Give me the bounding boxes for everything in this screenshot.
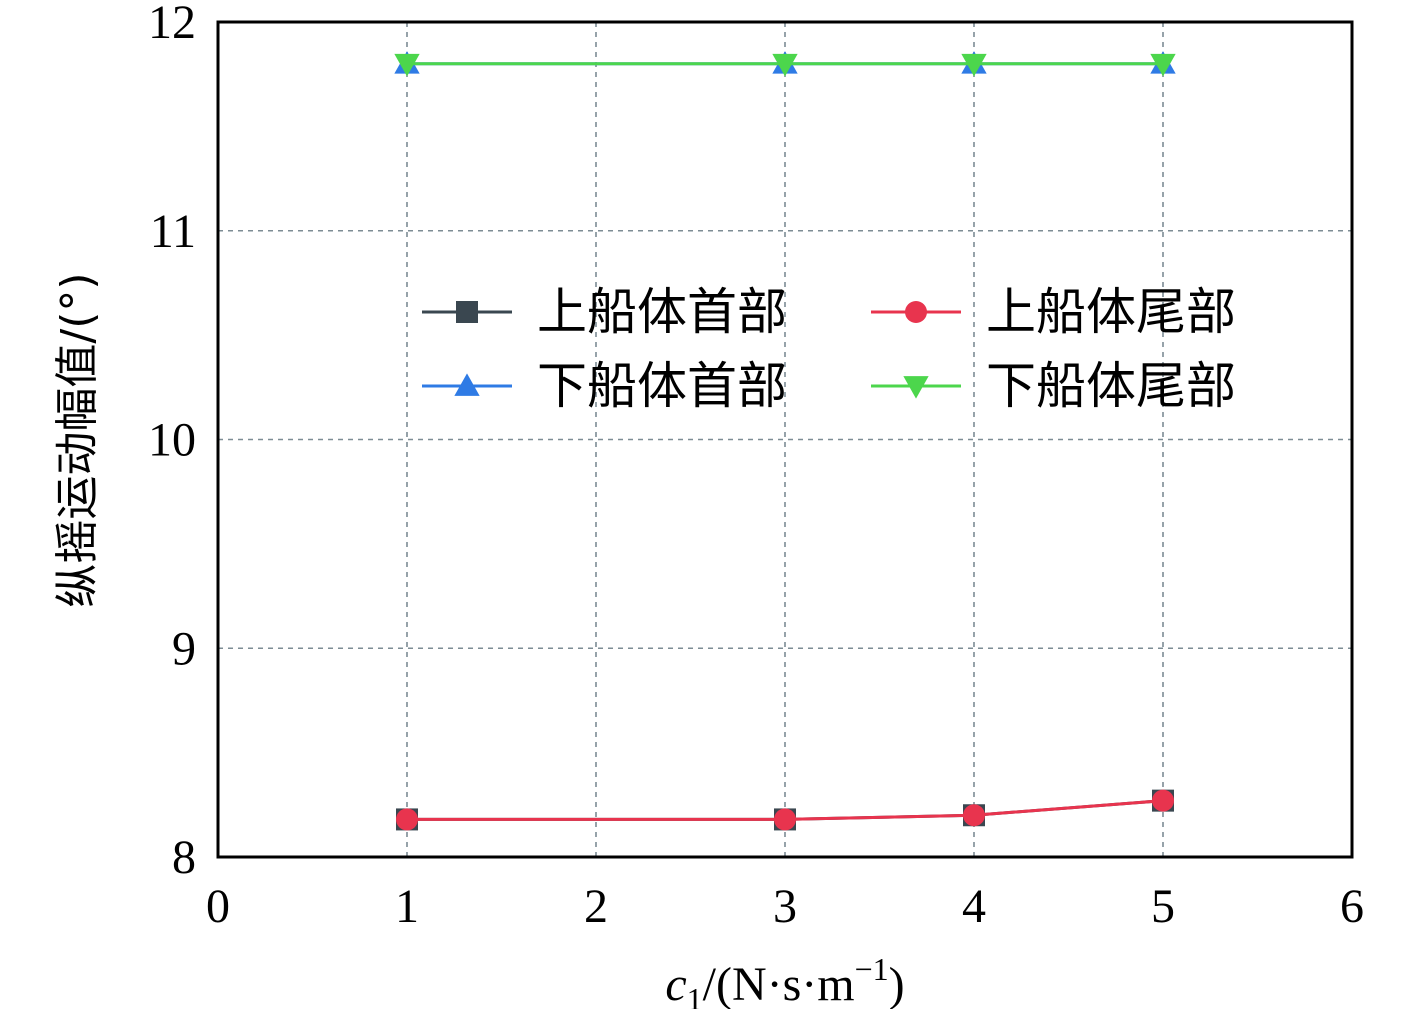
legend-marker [905,301,927,323]
y-axis-label: 纵摇运动幅值/(°) [52,272,103,607]
x-tick-label: 6 [1340,880,1364,933]
x-axis-label-close: ) [889,958,905,1009]
plot-frame [216,20,1354,859]
data-point [963,804,985,827]
legend-marker [456,301,478,323]
legend-label: 上船体首部 [537,283,787,341]
x-tick-label: 2 [584,880,608,933]
data-point [774,808,796,831]
legend-label: 下船体尾部 [986,357,1236,415]
y-tick-label: 11 [150,205,196,258]
data-point [961,53,987,77]
x-axis-label-unit: /(N·s·m [703,958,855,1009]
legend-marker [903,376,929,399]
series [394,51,1176,831]
data-point [772,53,798,77]
x-tick-label: 5 [1151,880,1175,933]
x-axis-label-sub: 1 [687,981,703,1009]
legend-item-1: 上船体尾部 [871,283,1236,341]
grid [218,22,1352,857]
x-axis-label-var: c [665,958,686,1009]
series-line [407,799,1164,821]
x-tick-label: 3 [773,880,797,933]
legend-item-3: 下船体尾部 [871,357,1236,415]
x-axis-label: c1/(N·s·m−1) [665,951,904,1009]
y-tick-label: 8 [172,831,196,884]
y-tick-label: 9 [172,622,196,675]
series-1 [396,789,1174,831]
legend-label: 下船体首部 [537,357,787,415]
series-3 [394,53,1176,77]
data-point [1150,53,1176,77]
x-tick-label: 1 [395,880,419,933]
x-tick-label: 0 [206,880,230,933]
x-tick-label: 4 [962,880,986,933]
legend-label: 上船体尾部 [986,283,1236,341]
legend-marker [454,373,480,396]
data-point [396,808,418,831]
x-axis-label-sup: −1 [855,951,889,987]
data-point [1152,789,1174,812]
y-tick-label: 12 [148,0,196,49]
legend-item-2: 下船体首部 [422,357,787,415]
data-point [394,53,420,77]
legend-item-0: 上船体首部 [422,283,787,341]
y-tick-label: 10 [148,414,196,467]
